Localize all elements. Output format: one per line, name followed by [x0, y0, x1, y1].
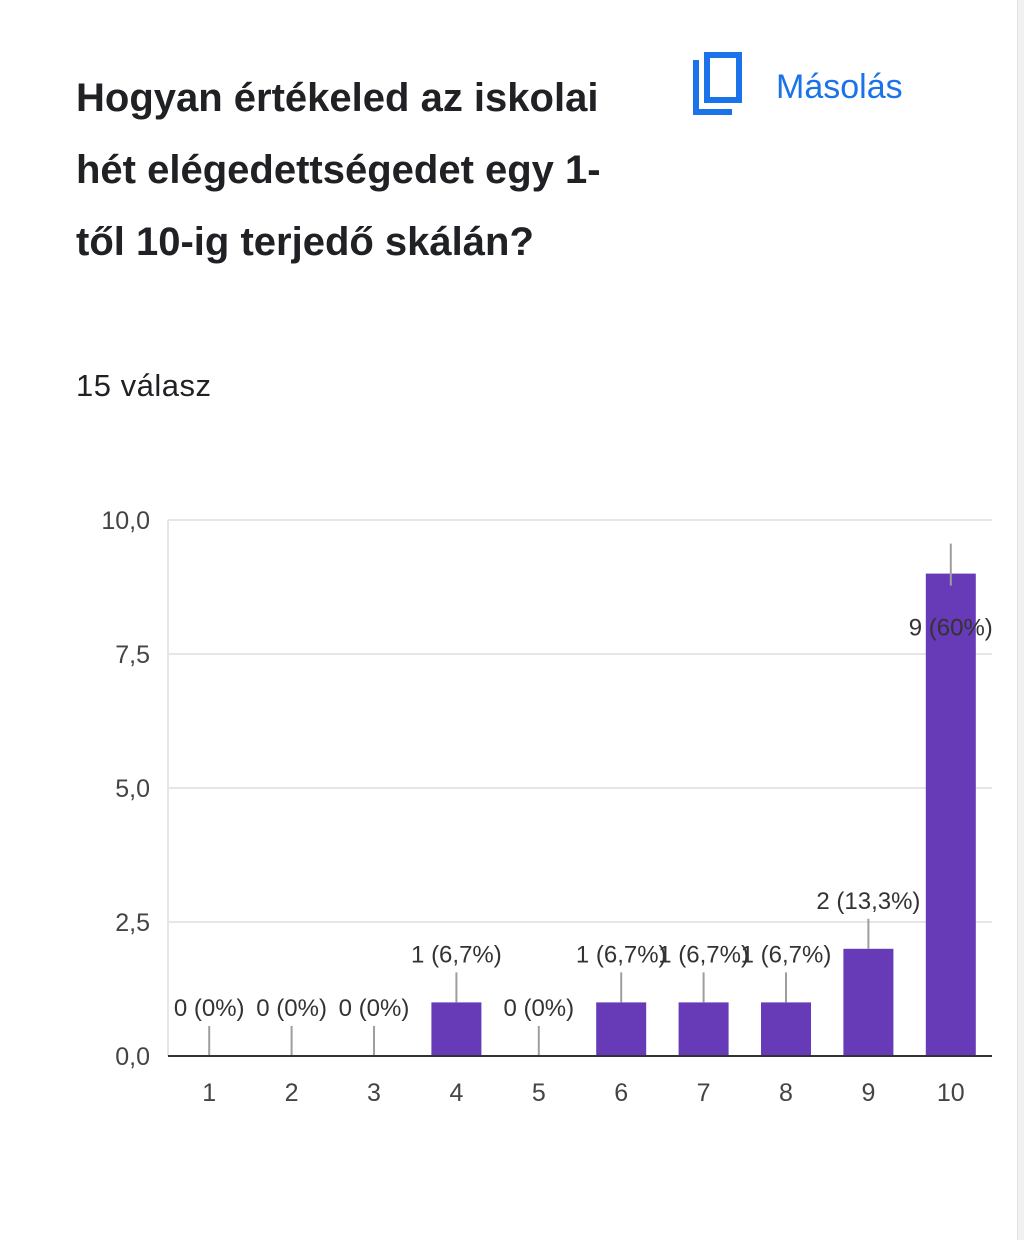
x-tick-label: 8 [779, 1079, 793, 1107]
bar [596, 1002, 647, 1056]
data-label: 0 (0%) [256, 995, 327, 1022]
data-label: 2 (13,3%) [816, 888, 920, 915]
x-tick-label: 7 [697, 1079, 711, 1107]
y-tick-label: 0,0 [115, 1043, 150, 1071]
copy-button[interactable]: Másolás [690, 52, 903, 121]
data-label: 1 (6,7%) [741, 941, 832, 968]
x-tick-label: 9 [861, 1079, 875, 1107]
data-label: 9 (60%) [909, 615, 993, 642]
x-tick-label: 1 [202, 1079, 216, 1107]
x-tick-label: 5 [532, 1079, 546, 1107]
response-count: 15 válasz [76, 368, 212, 403]
y-tick-label: 5,0 [115, 775, 150, 803]
data-label: 0 (0%) [174, 995, 245, 1022]
x-tick-label: 3 [367, 1079, 381, 1107]
data-label: 1 (6,7%) [576, 941, 667, 968]
bar [843, 948, 894, 1056]
copy-icon [690, 52, 742, 121]
data-label: 1 (6,7%) [658, 941, 749, 968]
question-title: Hogyan értékeled az iskolai hét elégedet… [76, 76, 601, 264]
bar [925, 573, 976, 1056]
y-tick-label: 10,0 [101, 507, 150, 535]
bar [761, 1002, 811, 1056]
bar [678, 1002, 729, 1056]
y-tick-label: 7,5 [115, 641, 150, 669]
x-tick-label: 2 [285, 1079, 299, 1107]
x-tick-label: 10 [937, 1079, 965, 1107]
copy-button-label: Másolás [776, 67, 903, 106]
bar [431, 1002, 482, 1056]
x-tick-label: 6 [614, 1079, 628, 1107]
y-tick-label: 2,5 [115, 909, 150, 937]
bar-chart: 0,0 2,5 5,0 7,5 10,0 0 (0%) 1 0 (0%) 2 0 (0%) 3 1 (… [101, 507, 993, 1107]
data-label: 0 (0%) [503, 995, 574, 1022]
data-label: 0 (0%) [339, 995, 410, 1022]
data-label: 1 (6,7%) [411, 941, 502, 968]
x-tick-label: 4 [449, 1079, 463, 1107]
